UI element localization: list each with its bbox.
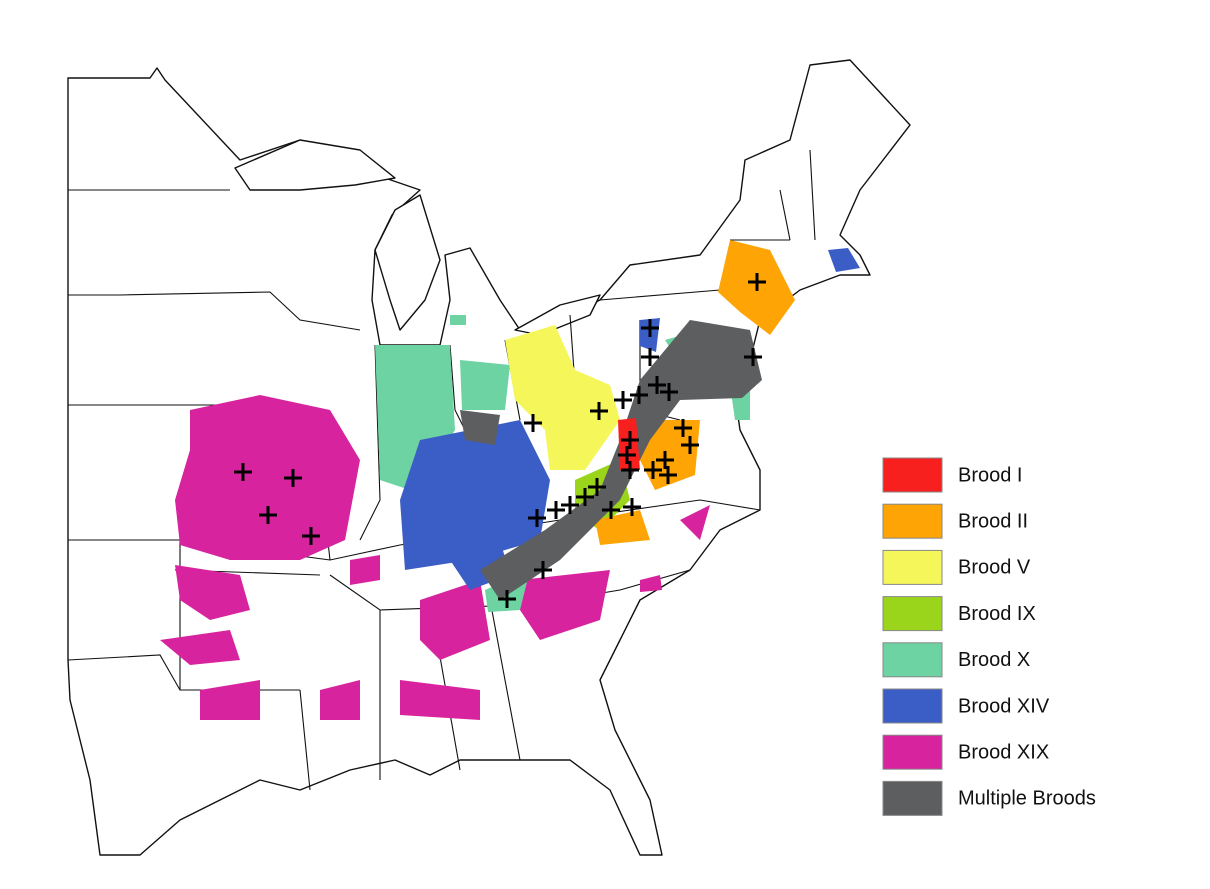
legend-label: Brood XIX: [958, 741, 1049, 763]
legend-label: Brood X: [958, 649, 1030, 671]
legend-label: Brood I: [958, 464, 1022, 486]
legend-label: Brood V: [958, 557, 1031, 579]
legend-swatch: [882, 596, 943, 632]
legend-label: Brood IX: [958, 603, 1036, 625]
legend-label: Multiple Broods: [958, 788, 1096, 810]
legend-swatch: [882, 549, 943, 585]
legend-swatch: [882, 503, 943, 539]
legend: Brood I Brood II Brood V Brood IX Brood X Bro…: [882, 457, 1096, 816]
legend-swatch: [882, 457, 943, 493]
brood-area: [460, 320, 762, 600]
legend-swatch: [882, 642, 943, 678]
sample-sites: [234, 273, 766, 608]
legend-label: Brood XIV: [958, 695, 1050, 717]
brood-area: [160, 395, 710, 720]
lake-michigan: [374, 194, 441, 331]
brood-area: [505, 325, 620, 470]
lake-superior: [234, 139, 396, 191]
legend-swatch: [882, 780, 943, 816]
legend-label: Brood II: [958, 510, 1028, 532]
brood-area: [400, 248, 860, 590]
brood-area: [375, 315, 750, 612]
legend-swatch: [882, 688, 943, 724]
legend-swatch: [882, 734, 943, 770]
